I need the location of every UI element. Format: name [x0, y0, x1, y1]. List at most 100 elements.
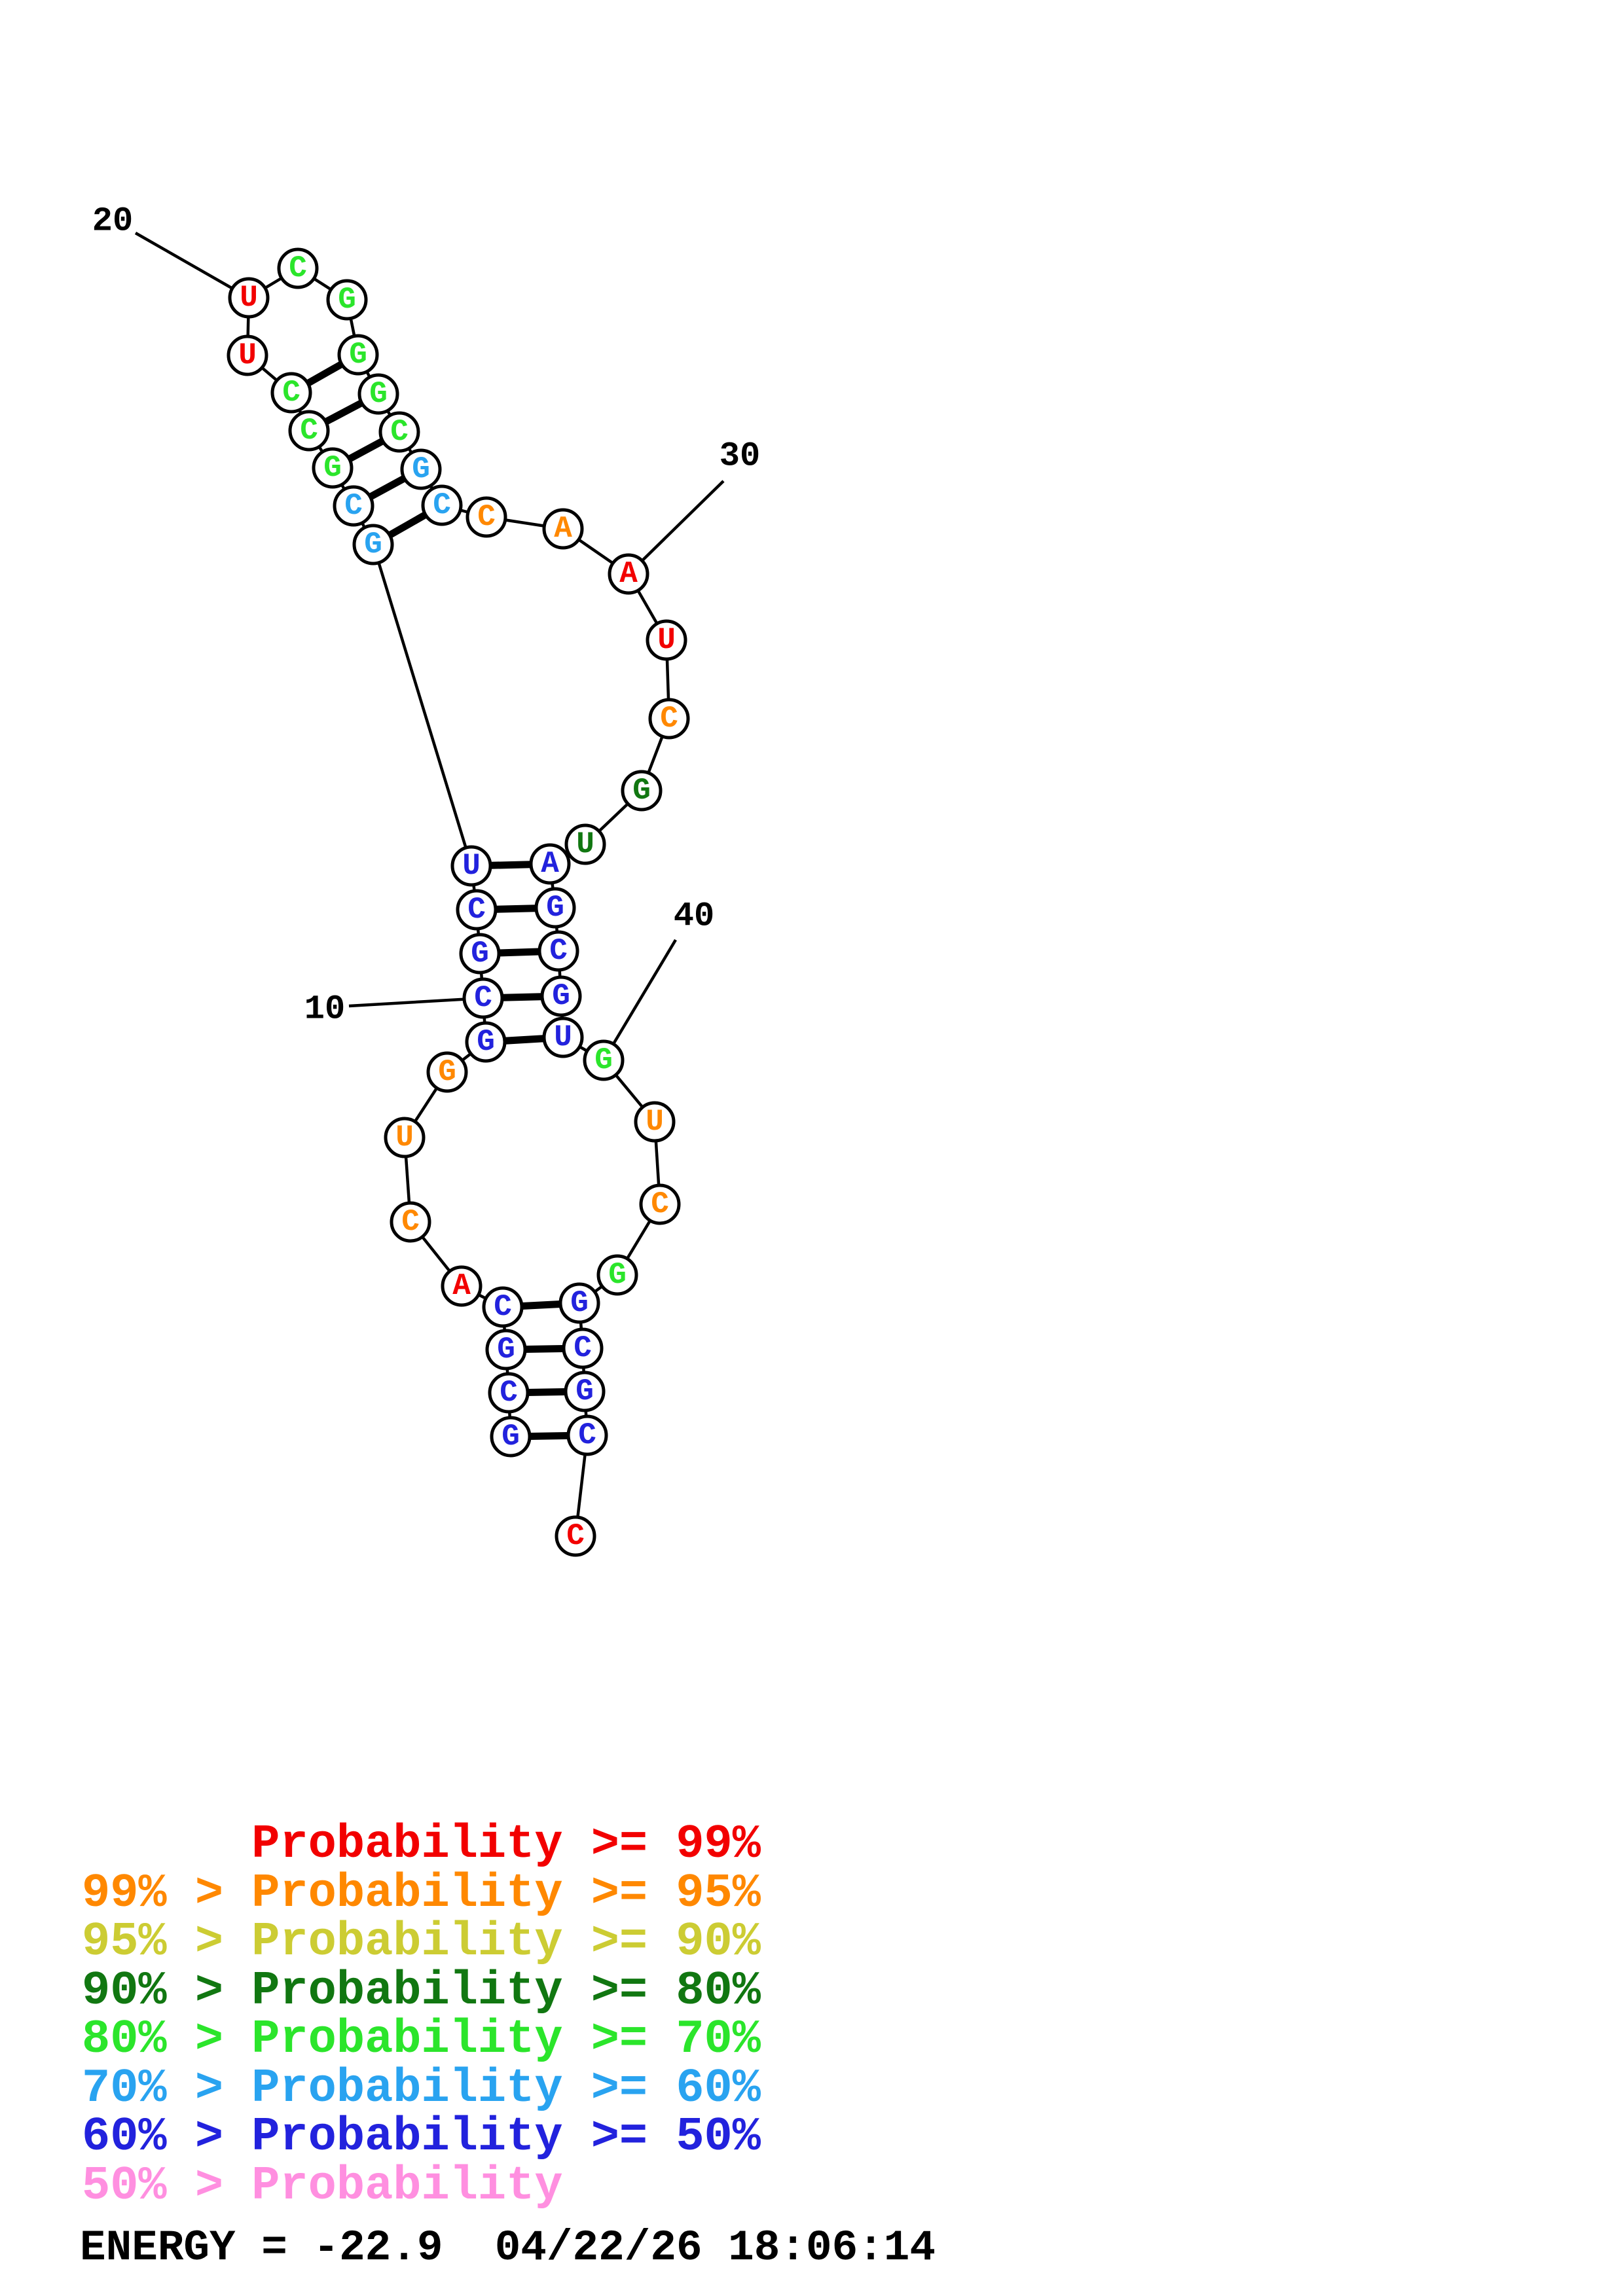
nucleotide-circle [542, 1016, 584, 1058]
nucleotide-circle [326, 279, 368, 321]
label-line [627, 480, 725, 575]
nucleotide-base: A [554, 512, 572, 546]
nucleotide-base: A [619, 557, 638, 591]
nucleotide-circle [462, 977, 504, 1019]
nucleotide-base: U [395, 1121, 414, 1155]
nucleotide-base: G [552, 979, 570, 1013]
position-label: 20 [92, 202, 133, 241]
nucleotide-circle [426, 1051, 468, 1093]
legend-row-p95: 99% > Probability >= 95% [82, 1867, 761, 1920]
nucleotide-base: G [364, 528, 382, 562]
nucleotide-base: G [570, 1286, 589, 1320]
nucleotide-circle [646, 619, 687, 661]
nucleotide-circle [596, 1254, 638, 1296]
legend-row-p80: 90% > Probability >= 80% [82, 1964, 761, 2018]
label-line [602, 939, 677, 1062]
nucleotide-circle [288, 410, 330, 452]
nucleotide-base: G [594, 1043, 613, 1077]
nucleotide-base: G [438, 1055, 456, 1089]
nucleotide-circle [534, 887, 576, 929]
nucleotide-base: G [349, 338, 367, 372]
label-line [134, 232, 250, 299]
nucleotide-circle [482, 1286, 524, 1328]
nucleotide-base: C [500, 1376, 518, 1410]
nucleotide-circle [227, 334, 268, 376]
nucleotide-circle [529, 843, 571, 885]
legend-row-p50: 60% > Probability >= 50% [82, 2110, 761, 2164]
nucleotide-circle [312, 447, 354, 489]
position-label: 40 [674, 897, 714, 936]
nucleotide-base: G [501, 1420, 520, 1454]
nucleotide-circle [384, 1117, 426, 1158]
nucleotide-base: A [541, 847, 559, 881]
nucleotide-base: C [390, 415, 409, 449]
nucleotide-base: A [452, 1269, 471, 1303]
nucleotide-base: C [401, 1205, 420, 1239]
nucleotide-circle [357, 373, 399, 415]
nucleotide-circle [488, 1372, 530, 1414]
nucleotide-base: G [471, 937, 489, 971]
nucleotide-circle [648, 698, 690, 740]
nucleotide-circle [540, 975, 582, 1017]
nucleotide-circle [608, 553, 649, 595]
nucleotide-base: C [494, 1290, 512, 1324]
nucleotide-base: G [338, 283, 356, 317]
nucleotide-circle [352, 524, 394, 565]
nucleotide-circle [490, 1416, 532, 1458]
nucleotide-circle [564, 1371, 606, 1412]
nucleotide-circle [564, 823, 606, 865]
nucleotide-base: G [323, 451, 342, 485]
nucleotide-base: C [578, 1418, 596, 1452]
nucleotide-circle [400, 448, 442, 490]
nucleotide-circle [390, 1201, 431, 1243]
nucleotide-circle [277, 247, 319, 289]
nucleotide-circle [421, 484, 463, 526]
nucleotide-base: C [467, 893, 486, 927]
nucleotide-base: U [554, 1020, 572, 1054]
nucleotide-circle [459, 933, 501, 975]
nucleotide-base: U [576, 827, 594, 861]
position-label: 30 [720, 437, 760, 476]
nucleotide-base: C [651, 1187, 669, 1221]
nucleotide-base: C [574, 1331, 592, 1365]
nucleotide-base: C [289, 251, 307, 285]
nucleotide-circle [450, 845, 492, 887]
nucleotide-base: U [240, 281, 258, 315]
legend-row-p90: 95% > Probability >= 90% [82, 1915, 761, 1969]
nucleotide-base: G [546, 891, 564, 925]
nucleotide-base: C [344, 489, 363, 523]
label-line [348, 996, 484, 1008]
energy-readout: ENERGY = -22.9 04/22/26 18:06:14 [80, 2223, 936, 2272]
nucleotide-circle [583, 1039, 625, 1081]
nucleotide-circle [639, 1183, 681, 1225]
nucleotide-circle [228, 277, 270, 319]
nucleotide-circle [465, 496, 507, 538]
nucleotide-base: C [300, 414, 318, 448]
legend-row-p99: Probability >= 99% [82, 1818, 761, 1871]
nucleotide-base: U [462, 849, 481, 883]
nucleotide-circle [333, 485, 374, 527]
nucleotide-circle [555, 1515, 596, 1557]
nucleotide-circle [337, 334, 379, 376]
backbone-link [371, 544, 473, 867]
nucleotide-circle [270, 372, 312, 414]
nucleotide-base: C [282, 376, 301, 410]
nucleotide-base: G [608, 1258, 627, 1292]
nucleotide-base: C [566, 1519, 585, 1553]
nucleotide-base: C [474, 981, 492, 1015]
legend-row-p70: 80% > Probability >= 70% [82, 2013, 761, 2066]
nucleotide-base: U [657, 623, 676, 657]
nucleotide-circle [378, 411, 420, 453]
nucleotide-base: C [549, 934, 568, 968]
nucleotide-base: U [238, 338, 257, 372]
nucleotide-circle [538, 930, 579, 972]
nucleotide-circle [441, 1265, 483, 1307]
nucleotide-circle [621, 770, 663, 812]
nucleotide-base: G [632, 774, 651, 808]
nucleotide-base: G [369, 377, 388, 411]
nucleotide-circle [456, 889, 498, 931]
nucleotide-circle [542, 508, 584, 550]
nucleotide-circle [566, 1414, 608, 1456]
nucleotide-circle [465, 1021, 507, 1063]
